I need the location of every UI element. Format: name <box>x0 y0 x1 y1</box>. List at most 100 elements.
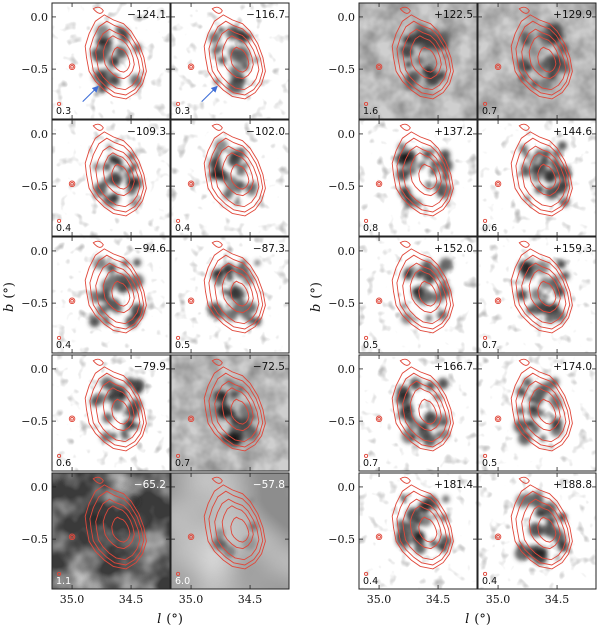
peak-label: 0.3 <box>56 106 71 117</box>
map-noise <box>171 3 289 119</box>
panel-frame <box>170 354 290 472</box>
velocity-label: +122.5 <box>434 9 473 21</box>
map-noise <box>52 473 170 589</box>
y-tick-label: −0.5 <box>21 63 48 76</box>
contour-lines <box>483 240 573 340</box>
peak-label: 0.7 <box>175 458 190 469</box>
y-tick-label: 0.0 <box>338 245 356 258</box>
velocity-label: +166.7 <box>434 361 473 373</box>
panel-frame <box>51 119 171 237</box>
contour-lines <box>57 123 147 223</box>
map-noise <box>359 120 477 236</box>
contour-lines <box>57 6 147 106</box>
contour-lines <box>176 240 266 340</box>
x-tick-label: 35.0 <box>486 593 511 606</box>
contour-lines <box>364 240 454 340</box>
panel-frame <box>477 2 597 120</box>
y-tick-label: −0.5 <box>21 533 48 546</box>
panel-frame <box>51 236 171 354</box>
panel-frame <box>51 354 171 472</box>
peak-label: 0.5 <box>175 340 190 351</box>
y-tick-label: 0.0 <box>31 245 49 258</box>
peak-label: 0.4 <box>363 576 378 587</box>
panel-frame <box>358 472 478 590</box>
channel-panel: +159.3 0.7 <box>477 236 597 354</box>
channel-panel: +188.8 0.4 <box>477 472 597 590</box>
contour-lines <box>364 123 454 223</box>
velocity-label: −57.8 <box>253 479 285 491</box>
emission-blobs <box>399 23 450 91</box>
velocity-label: −102.0 <box>246 126 285 138</box>
contour-lines <box>364 6 454 106</box>
velocity-label: +152.0 <box>434 243 473 255</box>
emission-blobs <box>513 377 564 446</box>
map-noise <box>359 355 477 471</box>
channel-panel: +174.0 0.5 <box>477 354 597 472</box>
x-tick-label: 34.5 <box>119 593 144 606</box>
panel-frame <box>170 119 290 237</box>
panel-frame <box>477 354 597 472</box>
y-tick-label: 0.0 <box>338 481 356 494</box>
feature-arrow <box>82 85 99 102</box>
x-tick-label: 35.0 <box>367 593 392 606</box>
contour-lines <box>364 358 454 458</box>
peak-label: 0.7 <box>482 106 497 117</box>
y-tick-label: 0.0 <box>31 11 49 24</box>
map-noise <box>171 473 289 589</box>
y-tick-label: −0.5 <box>21 180 48 193</box>
peak-label: 0.4 <box>175 223 190 234</box>
velocity-label: −87.3 <box>253 243 285 255</box>
panel-frame <box>170 2 290 120</box>
peak-label: 0.8 <box>363 223 378 234</box>
x-tick-label: 35.0 <box>179 593 204 606</box>
panel-frame <box>170 472 290 590</box>
velocity-label: −65.2 <box>134 479 166 491</box>
map-noise <box>52 237 170 353</box>
channel-panel: −72.5 0.7 <box>170 354 290 472</box>
velocity-label: +144.6 <box>553 126 592 138</box>
channel-panel: −79.9 0.6 <box>51 354 171 472</box>
channel-panel: +152.0 0.5 <box>358 236 478 354</box>
y-tick-label: −0.5 <box>328 180 355 193</box>
emission-blobs <box>88 495 147 561</box>
map-noise <box>478 3 596 119</box>
peak-label: 0.6 <box>482 223 497 234</box>
y-tick-label: −0.5 <box>21 297 48 310</box>
velocity-label: +188.8 <box>553 479 592 491</box>
contour-lines <box>483 123 573 223</box>
contour-lines <box>483 476 573 576</box>
emission-blobs <box>211 497 258 558</box>
panel-frame <box>358 119 478 237</box>
velocity-label: −72.5 <box>253 361 285 373</box>
panel-frame <box>477 119 597 237</box>
channel-panel: −102.0 0.4 <box>170 119 290 237</box>
y-tick-label: 0.0 <box>31 128 49 141</box>
peak-label: 0.5 <box>482 458 497 469</box>
map-noise <box>171 120 289 236</box>
peak-label: 0.7 <box>482 340 497 351</box>
peak-label: 0.7 <box>363 458 378 469</box>
velocity-label: +159.3 <box>553 243 592 255</box>
y-axis-title-left: b(°) <box>2 282 17 312</box>
contour-lines <box>57 240 147 340</box>
contour-lines <box>176 476 266 576</box>
channel-panel: +166.7 0.7 <box>358 354 478 472</box>
peak-label: 1.1 <box>56 576 71 587</box>
channel-panel: −87.3 0.5 <box>170 236 290 354</box>
contour-lines <box>57 358 147 458</box>
y-tick-label: −0.5 <box>328 63 355 76</box>
contour-lines <box>364 476 454 576</box>
y-tick-label: 0.0 <box>338 363 356 376</box>
velocity-label: +181.4 <box>434 479 473 491</box>
peak-label: 0.4 <box>56 340 71 351</box>
channel-panel: −124.1 0.3 <box>51 2 171 120</box>
velocity-label: −116.7 <box>246 9 285 21</box>
y-tick-label: 0.0 <box>338 11 356 24</box>
panel-frame <box>358 236 478 354</box>
y-axis-title-right: b(°) <box>309 282 324 312</box>
panel-frame <box>358 2 478 120</box>
contour-lines <box>483 6 573 106</box>
channel-panel: −109.3 0.4 <box>51 119 171 237</box>
y-tick-label: −0.5 <box>328 297 355 310</box>
velocity-label: −109.3 <box>127 126 166 138</box>
